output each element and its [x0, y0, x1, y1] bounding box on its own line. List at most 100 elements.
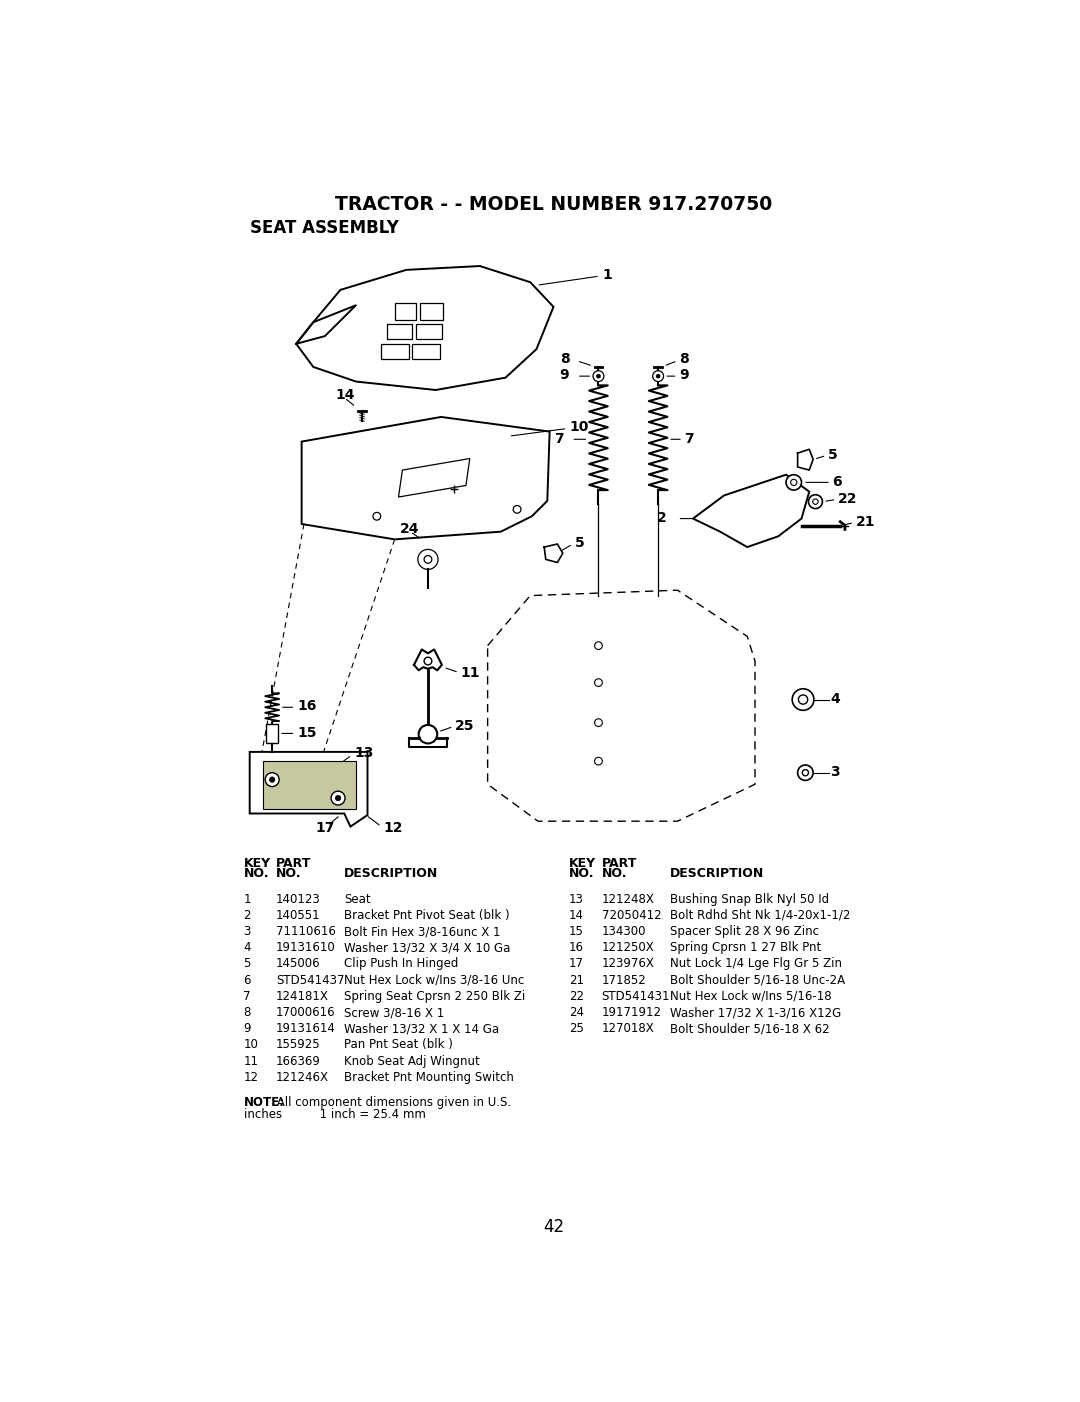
Text: 21: 21: [569, 973, 584, 987]
Circle shape: [596, 374, 600, 379]
Polygon shape: [387, 324, 413, 339]
Text: Bolt Shoulder 5/16-18 Unc-2A: Bolt Shoulder 5/16-18 Unc-2A: [670, 973, 845, 987]
Text: 140551: 140551: [276, 908, 321, 923]
Text: Washer 13/32 X 3/4 X 10 Ga: Washer 13/32 X 3/4 X 10 Ga: [345, 941, 511, 955]
Text: Bolt Shoulder 5/16-18 X 62: Bolt Shoulder 5/16-18 X 62: [670, 1022, 829, 1035]
Text: 5: 5: [828, 447, 838, 461]
Text: 2: 2: [243, 908, 251, 923]
Text: 6: 6: [833, 475, 842, 489]
Text: Nut Hex Lock w/Ins 5/16-18: Nut Hex Lock w/Ins 5/16-18: [670, 990, 832, 1002]
Circle shape: [786, 475, 801, 491]
Text: 7: 7: [554, 432, 564, 446]
Circle shape: [813, 499, 819, 505]
Circle shape: [419, 725, 437, 743]
Circle shape: [798, 695, 808, 704]
Text: 13: 13: [569, 893, 584, 906]
Polygon shape: [413, 343, 440, 359]
Polygon shape: [381, 343, 408, 359]
Text: 5: 5: [575, 536, 584, 550]
Bar: [266, 725, 279, 743]
Text: 3: 3: [243, 925, 251, 938]
Circle shape: [798, 765, 813, 781]
Text: 15: 15: [569, 925, 584, 938]
Text: 14: 14: [569, 908, 584, 923]
Text: 19131610: 19131610: [276, 941, 336, 955]
Text: Bolt Rdhd Sht Nk 1/4-20x1-1/2: Bolt Rdhd Sht Nk 1/4-20x1-1/2: [670, 908, 850, 923]
Text: NO.: NO.: [243, 868, 269, 880]
Circle shape: [595, 642, 603, 649]
Polygon shape: [399, 458, 470, 498]
Polygon shape: [249, 751, 367, 827]
Circle shape: [793, 688, 814, 711]
Text: Bracket Pnt Pivot Seat (blk ): Bracket Pnt Pivot Seat (blk ): [345, 908, 510, 923]
Circle shape: [335, 795, 341, 801]
Text: 8: 8: [243, 1007, 251, 1019]
Text: 15: 15: [297, 726, 316, 740]
Text: Nut Lock 1/4 Lge Flg Gr 5 Zin: Nut Lock 1/4 Lge Flg Gr 5 Zin: [670, 958, 841, 970]
Text: 4: 4: [831, 691, 840, 705]
Circle shape: [595, 679, 603, 687]
Text: 10: 10: [243, 1039, 258, 1052]
Text: Washer 17/32 X 1-3/16 X12G: Washer 17/32 X 1-3/16 X12G: [670, 1007, 841, 1019]
Polygon shape: [416, 324, 442, 339]
Text: KEY: KEY: [569, 858, 596, 871]
Text: 7: 7: [684, 432, 693, 446]
Text: DESCRIPTION: DESCRIPTION: [345, 868, 438, 880]
Text: Clip Push In Hinged: Clip Push In Hinged: [345, 958, 459, 970]
Circle shape: [802, 770, 809, 775]
Text: Pan Pnt Seat (blk ): Pan Pnt Seat (blk ): [345, 1039, 454, 1052]
Text: 8: 8: [679, 352, 689, 366]
Circle shape: [593, 370, 604, 381]
Polygon shape: [301, 416, 550, 540]
Text: 10: 10: [570, 421, 590, 435]
Text: NO.: NO.: [569, 868, 594, 880]
Text: KEY: KEY: [243, 858, 271, 871]
Text: Spring Cprsn 1 27 Blk Pnt: Spring Cprsn 1 27 Blk Pnt: [670, 941, 821, 955]
Text: 17: 17: [569, 958, 584, 970]
Text: 8: 8: [559, 352, 569, 366]
Text: Bracket Pnt Mounting Switch: Bracket Pnt Mounting Switch: [345, 1071, 514, 1084]
Circle shape: [418, 550, 438, 569]
Circle shape: [424, 658, 432, 665]
Text: 24: 24: [569, 1007, 584, 1019]
Circle shape: [657, 374, 660, 379]
Text: PART: PART: [602, 858, 637, 871]
Text: Screw 3/8-16 X 1: Screw 3/8-16 X 1: [345, 1007, 445, 1019]
Text: 121250X: 121250X: [602, 941, 654, 955]
Circle shape: [652, 370, 663, 381]
Text: 134300: 134300: [602, 925, 646, 938]
Text: 155925: 155925: [276, 1039, 321, 1052]
Circle shape: [270, 777, 275, 782]
Text: 121246X: 121246X: [276, 1071, 329, 1084]
Text: 13: 13: [354, 746, 374, 760]
Text: 12: 12: [243, 1071, 258, 1084]
Text: Bolt Fin Hex 3/8-16unc X 1: Bolt Fin Hex 3/8-16unc X 1: [345, 925, 501, 938]
Circle shape: [266, 773, 279, 787]
Text: 1: 1: [243, 893, 251, 906]
Text: 9: 9: [679, 369, 689, 383]
Circle shape: [373, 512, 380, 520]
Text: 42: 42: [543, 1218, 564, 1237]
Text: 140123: 140123: [276, 893, 321, 906]
Text: 24: 24: [400, 522, 419, 536]
Text: 12: 12: [383, 822, 403, 836]
Text: PART: PART: [276, 858, 311, 871]
Text: TRACTOR - - MODEL NUMBER 917.270750: TRACTOR - - MODEL NUMBER 917.270750: [335, 195, 772, 215]
Text: 127018X: 127018X: [602, 1022, 654, 1035]
Text: 3: 3: [831, 765, 840, 780]
Text: 19171912: 19171912: [602, 1007, 662, 1019]
Text: 166369: 166369: [276, 1054, 321, 1067]
Text: 123976X: 123976X: [602, 958, 654, 970]
Text: 2: 2: [657, 510, 666, 524]
Text: STD541431: STD541431: [602, 990, 670, 1002]
Text: 171852: 171852: [602, 973, 646, 987]
Text: 25: 25: [569, 1022, 584, 1035]
Text: SEAT ASSEMBLY: SEAT ASSEMBLY: [249, 219, 399, 237]
Text: 5: 5: [243, 958, 251, 970]
Text: 25: 25: [455, 719, 474, 733]
Text: 21: 21: [855, 515, 875, 529]
Text: Spring Seat Cprsn 2 250 Blk Zi: Spring Seat Cprsn 2 250 Blk Zi: [345, 990, 526, 1002]
Circle shape: [595, 719, 603, 726]
Text: 6: 6: [243, 973, 251, 987]
Polygon shape: [693, 475, 809, 547]
